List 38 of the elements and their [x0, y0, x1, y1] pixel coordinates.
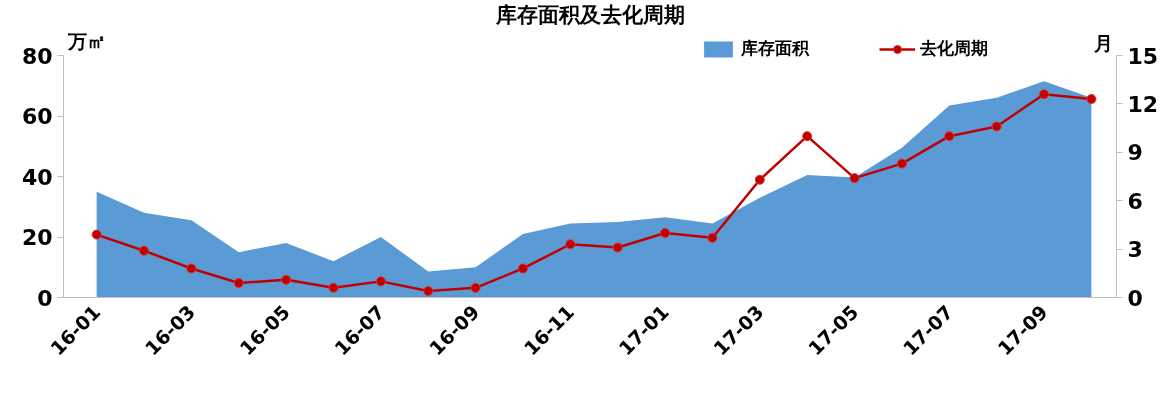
point — [1039, 89, 1050, 100]
point — [802, 131, 813, 142]
y2-tick-label: 0 — [1127, 285, 1143, 311]
point — [896, 158, 907, 169]
point — [612, 242, 623, 253]
y2-tick-label: 15 — [1127, 43, 1159, 69]
point — [1086, 94, 1097, 105]
legend-label: 库存面积 — [741, 37, 809, 60]
point — [849, 173, 860, 184]
point — [660, 227, 671, 238]
y-tick-label: 20 — [21, 225, 53, 250]
point — [233, 277, 244, 288]
point — [328, 282, 339, 293]
y-tick-label: 80 — [21, 43, 53, 69]
point — [470, 282, 481, 293]
point — [991, 121, 1002, 132]
point — [754, 174, 765, 185]
y-axis-title: 万㎡ — [66, 29, 106, 52]
y2-tick-label: 3 — [1127, 237, 1143, 263]
point — [91, 229, 102, 240]
legend-label: 去化周期 — [920, 37, 988, 60]
y2-tick-label: 12 — [1127, 91, 1159, 117]
point — [707, 232, 718, 243]
point — [186, 263, 197, 274]
point — [517, 263, 528, 274]
y-tick-label: 40 — [21, 164, 53, 190]
chart-title: 库存面积及去化周期 — [494, 2, 685, 27]
y2-tick-label: 6 — [1127, 188, 1143, 214]
y2-axis-title: 月 — [1092, 31, 1113, 54]
point — [944, 131, 955, 142]
point — [139, 245, 150, 256]
y-tick-label: 0 — [37, 285, 53, 311]
point — [423, 286, 434, 297]
point — [375, 276, 386, 287]
y-tick-label: 60 — [21, 104, 53, 129]
point — [281, 274, 292, 285]
y2-tick-label: 9 — [1127, 140, 1143, 166]
point — [565, 239, 576, 250]
